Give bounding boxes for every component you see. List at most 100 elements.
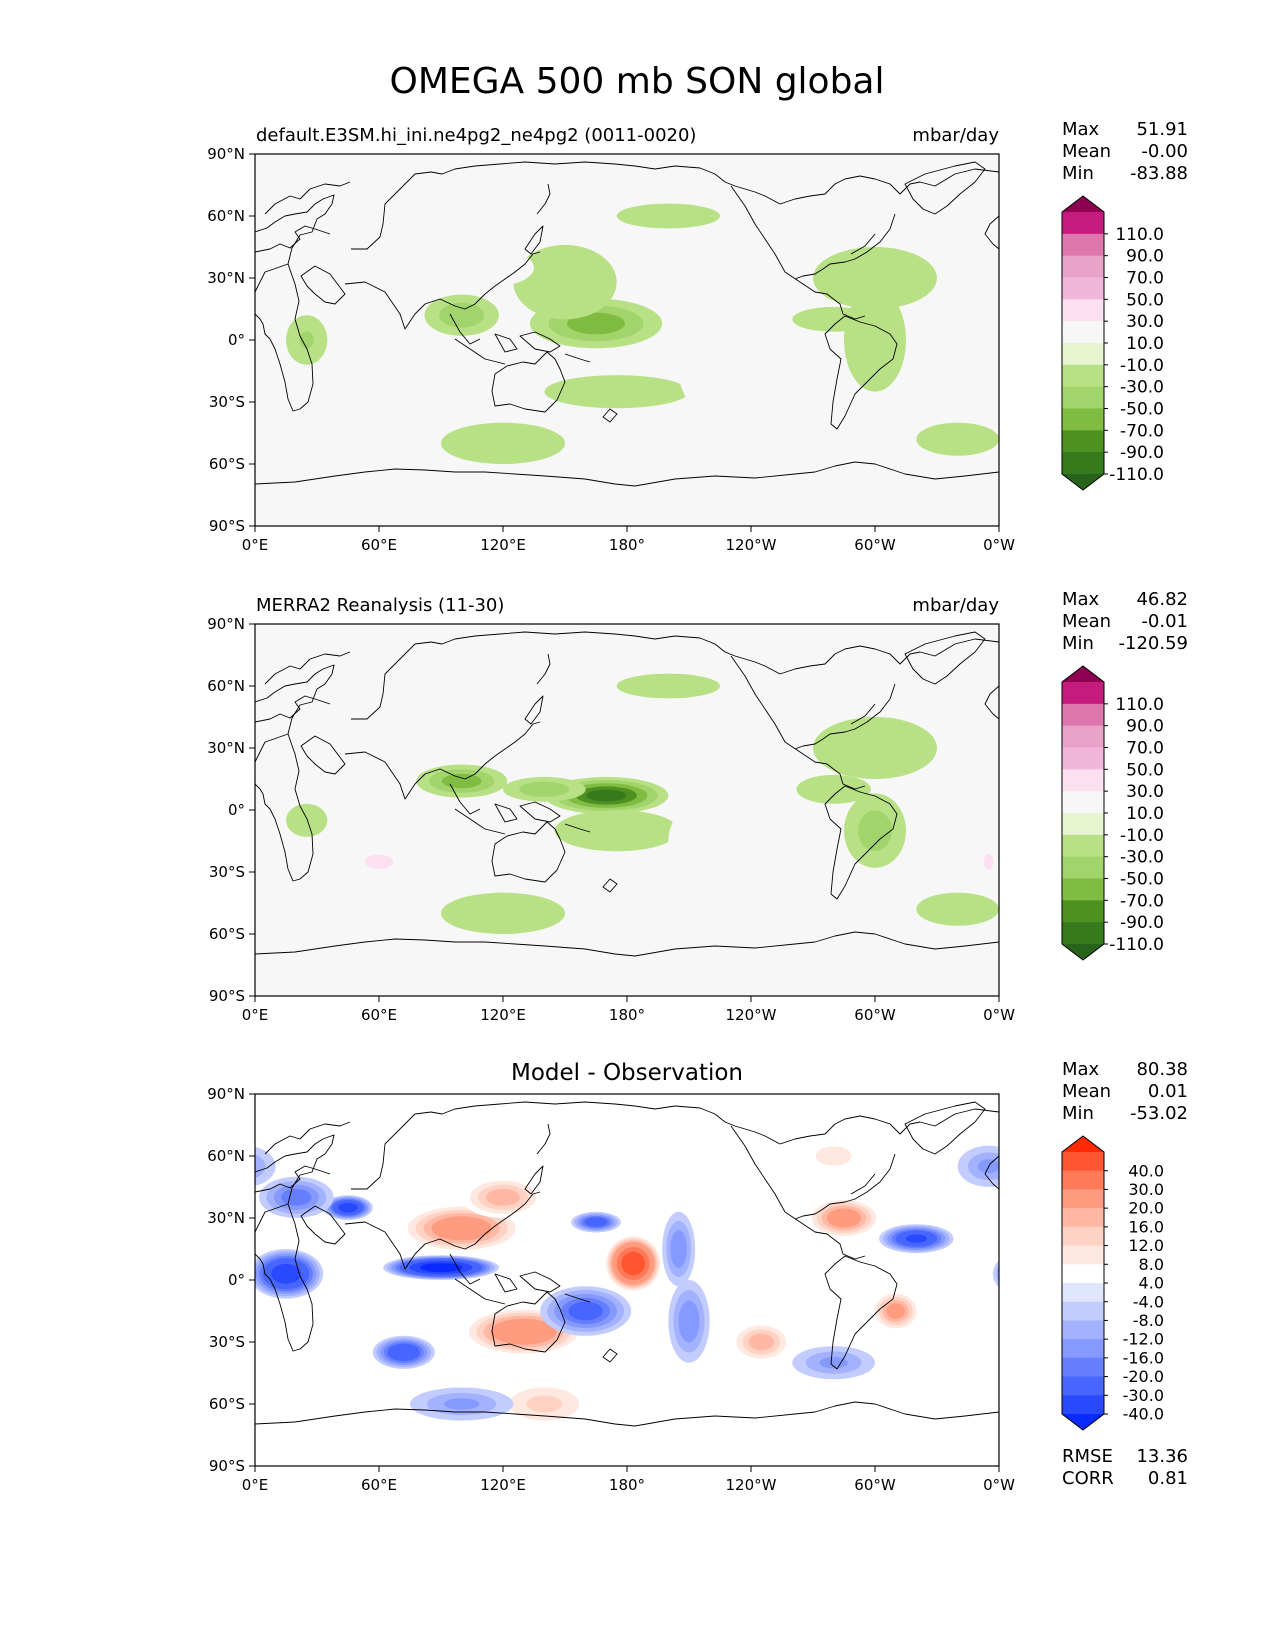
colorbar-tick-label: -30.0 [1120,378,1164,398]
colorbar-segment [1062,922,1104,945]
panel-2-field-feature-17 [937,748,999,831]
colorbar-tick-label: -20.0 [1123,1367,1164,1386]
panel-2-contour-band [586,789,627,802]
panel-2-contour-band [916,892,999,926]
colorbar-segment [1062,791,1104,814]
colorbar-tick-label: 50.0 [1126,760,1164,780]
x-tick-label: 60°E [361,1476,397,1494]
panel-1-x-axis: 0°E 60°E 120°E 180° 120°W 60°W 0°W [242,526,1015,554]
colorbar-segment [1062,1264,1104,1284]
panel-2-contour-band [259,748,334,782]
panel-3-stat-rmse-label: RMSE [1062,1446,1113,1467]
panel-1-field-feature-10 [616,203,720,229]
panel-2-field-feature-4 [554,810,679,852]
y-tick-label: 30°S [209,393,245,411]
panel-3-contour-band [491,1318,557,1345]
colorbar-tick-label: 30.0 [1128,1180,1164,1199]
panel-3-field-feature-18 [957,1145,999,1187]
panel-1-contour-band [439,302,485,328]
x-tick-label: 120°E [480,1476,526,1494]
panel-2-stat-mean-value: -0.01 [1141,611,1188,632]
panel-2-contour-band [554,810,679,852]
panel-3-field-feature-9 [372,1335,435,1369]
colorbar-tick-label: -10.0 [1120,356,1164,376]
panel-3-field-feature-10 [571,1211,621,1233]
panel-3-field-feature-20 [792,1346,876,1380]
y-tick-label: 90°S [209,1457,245,1475]
panel-2-contour-band [399,948,565,982]
panel-2-contour-band [364,854,394,869]
panel-2-field-feature-15 [978,845,999,879]
colorbar-tick-label: -16.0 [1123,1348,1164,1367]
panel-3-contour-band [1015,1264,1045,1284]
x-tick-label: 120°E [480,536,526,554]
panel-2-units: mbar/day [912,595,999,616]
panel-1-colorbar: 110.090.070.050.030.010.0-10.0-30.0-50.0… [1061,195,1164,491]
panel-1-stat-max-label: Max [1062,119,1100,140]
colorbar-tick-label: -4.0 [1133,1292,1164,1311]
colorbar-segment [1062,1376,1104,1396]
panel-2-contour-band [441,773,482,789]
panel-2-stat-max-value: 46.82 [1136,589,1188,610]
panel-2-contour-band [796,774,871,804]
panel-2-contour-band [519,781,570,797]
panel-3-field-feature-7 [461,1176,545,1219]
y-tick-label: 0° [228,1271,245,1289]
panel-1-stat-max-value: 51.91 [1136,119,1188,140]
colorbar-segment [1062,1283,1104,1303]
panel-3-field-feature-2 [383,1255,499,1280]
y-tick-label: 30°N [207,739,245,757]
panel-2-contour-band [937,748,999,831]
colorbar-tick-label: 10.0 [1126,334,1164,354]
panel-3-contour-band [526,1395,563,1413]
colorbar-segment [1062,343,1104,366]
panel-2-contour-band [813,717,937,779]
colorbar-tick-label: -50.0 [1120,869,1164,889]
colorbar-tick-label: -30.0 [1123,1386,1164,1405]
panel-3-contour-band [486,1188,520,1206]
panel-2-left-title: MERRA2 Reanalysis (11-30) [256,595,504,616]
colorbar-tick-label: -30.0 [1120,848,1164,868]
panel-2-field-feature-9 [916,892,999,926]
colorbar-tick-label: -40.0 [1123,1405,1164,1424]
colorbar-segment [1062,1152,1104,1172]
panel-1-contour-band [678,319,782,423]
panel-2-contour-band [983,854,994,870]
panel-2-field-feature-5 [844,793,906,868]
panel-3-contour-band [905,1234,928,1243]
panel-3-contour-band [819,1356,848,1369]
colorbar-segment [1062,299,1104,322]
colorbar-segment [1062,682,1104,705]
panel-2-x-axis: 0°E 60°E 120°E 180° 120°W 60°W 0°W [242,996,1015,1024]
panel-2-field-feature-7 [286,803,328,837]
panel-1-field-feature-2 [424,294,499,336]
colorbar-tick-label: -110.0 [1109,935,1164,955]
panel-3-stat-min-label: Min [1062,1103,1094,1124]
colorbar-segment [1062,452,1104,475]
colorbar-tick-label: -110.0 [1109,465,1164,485]
y-tick-label: 90°S [209,517,245,535]
colorbar-extend-min [1062,1414,1104,1430]
colorbar-tick-label: -50.0 [1120,399,1164,419]
panel-2-field-feature-11 [813,717,937,779]
y-tick-label: 30°N [207,269,245,287]
panel-3-field-feature-4 [323,1195,373,1221]
colorbar-tick-label: 50.0 [1126,290,1164,310]
panel-2-contour-band [616,673,720,699]
panel-3-contour-band [271,1263,301,1284]
colorbar-segment [1062,900,1104,923]
panel-1-field-feature-7 [286,315,328,365]
colorbar-tick-label: 10.0 [1126,804,1164,824]
y-tick-label: 60°S [209,1395,245,1413]
colorbar-segment [1062,408,1104,431]
colorbar-extend-min [1062,944,1104,960]
colorbar-tick-label: 8.0 [1139,1255,1164,1274]
panel-1-stat-mean-label: Mean [1062,141,1111,162]
panel-3-field-feature-3 [255,1249,324,1299]
panel-1-contour-band [916,422,999,456]
x-tick-label: 0°E [242,1476,269,1494]
panel-1-field-feature-15 [255,312,260,347]
x-tick-label: 120°E [480,1006,526,1024]
colorbar-tick-label: 4.0 [1139,1274,1164,1293]
